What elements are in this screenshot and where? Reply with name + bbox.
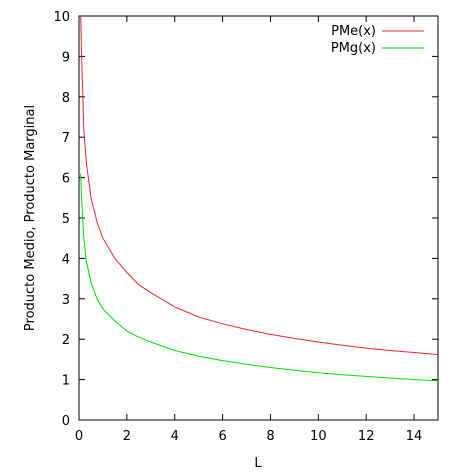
y-tick-label: 7	[62, 131, 70, 146]
y-tick-label: 5	[62, 212, 70, 227]
y-tick-label: 9	[62, 50, 70, 65]
y-tick-labels: 0 1 2 3 4 5 6 7 8 9 10	[53, 10, 70, 429]
x-tick-label: 12	[358, 429, 375, 444]
y-tick-label: 8	[62, 91, 70, 106]
legend: PMe(x) PMg(x)	[331, 24, 424, 56]
x-tick-label: 10	[310, 429, 327, 444]
y-tick-label: 10	[53, 10, 70, 25]
legend-label-pme: PMe(x)	[331, 24, 376, 39]
y-axis-title: Producto Medio, Producto Marginal	[23, 105, 38, 331]
x-tick-label: 14	[406, 429, 423, 444]
x-tick-label: 4	[171, 429, 179, 444]
x-tick-label: 8	[266, 429, 274, 444]
y-tick-label: 3	[62, 293, 70, 308]
legend-label-pmg: PMg(x)	[331, 41, 376, 56]
y-tick-label: 1	[62, 374, 70, 389]
y-tick-label: 4	[62, 252, 70, 267]
plot-frame	[78, 15, 439, 421]
series-line-pmg	[80, 173, 438, 382]
y-tick-label: 0	[62, 414, 70, 429]
y-tick-label: 2	[62, 333, 70, 348]
x-tick-labels: 0 2 4 6 8 10 12 14	[75, 429, 422, 444]
x-tick-label: 0	[75, 429, 83, 444]
x-tick-label: 6	[218, 429, 226, 444]
y-tick-label: 6	[62, 172, 70, 187]
series-lines	[80, 16, 438, 382]
x-axis-title: L	[254, 456, 262, 471]
series-line-pme	[80, 16, 438, 356]
x-tick-label: 2	[123, 429, 131, 444]
ticks	[78, 15, 438, 421]
